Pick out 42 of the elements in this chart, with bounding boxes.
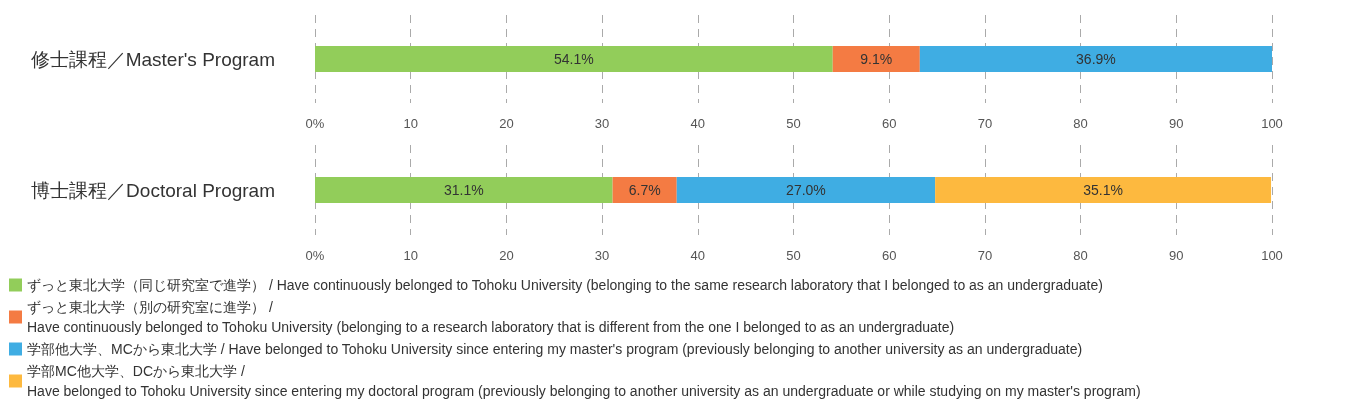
data-label: 9.1% xyxy=(860,51,893,67)
bar xyxy=(612,177,677,203)
x-tick-label: 20 xyxy=(499,248,514,263)
x-tick-label: 90 xyxy=(1169,248,1184,263)
x-tick-label: 100 xyxy=(1261,248,1283,263)
data-label: 54.1% xyxy=(554,51,594,67)
x-tick-label: 80 xyxy=(1073,116,1088,131)
data-label: 36.9% xyxy=(1076,51,1116,67)
bar xyxy=(832,46,920,72)
x-tick-label: 0% xyxy=(305,248,325,263)
x-tick-label: 70 xyxy=(977,116,993,131)
data-label: 27.0% xyxy=(786,182,826,198)
bar xyxy=(315,177,613,203)
x-tick-label: 0% xyxy=(305,116,325,131)
bar xyxy=(315,46,833,72)
data-label: 6.7% xyxy=(628,182,661,198)
data-label: 31.1% xyxy=(443,182,484,198)
x-tick-label: 30 xyxy=(594,116,610,131)
x-tick-label: 10 xyxy=(403,116,418,131)
legend-label: ずっと東北大学（同じ研究室で進学） / Have continuously belonged to Tohoku University (belonging to the same research laboratory that I belonged to as an undergraduate) xyxy=(27,277,1103,293)
bar xyxy=(676,177,936,203)
bar xyxy=(919,46,1272,72)
x-tick-label: 50 xyxy=(786,248,801,263)
y-tick-label: 修士課程／Master's Program xyxy=(30,48,275,70)
x-tick-label: 90 xyxy=(1169,116,1184,131)
x-tick-label: 60 xyxy=(881,248,897,263)
x-tick-label: 20 xyxy=(499,116,514,131)
legend-label: ずっと東北大学（別の研究室に進学） / Have continuously belonged to Tohoku University (belonging to a research laboratory that is different from the one I belonged to as an undergraduate) xyxy=(27,299,955,335)
x-tick-label: 30 xyxy=(594,248,610,263)
bar xyxy=(935,177,1272,203)
x-tick-label: 40 xyxy=(690,248,706,263)
y-tick-label: 博士課程／Doctoral Program xyxy=(31,179,275,201)
legend-label: 学部他大学、MCから東北大学 / Have belonged to Tohoku University since entering my master's program (previously belonging to another university as an undergraduate) xyxy=(27,341,1083,357)
x-tick-label: 50 xyxy=(786,116,801,131)
x-tick-label: 10 xyxy=(403,248,418,263)
x-tick-label: 100 xyxy=(1261,116,1283,131)
legend-label: 学部MC他大学、DCから東北大学 / Have belonged to Tohoku University since entering my doctoral program (previously belonging to another university as an undergraduate or while studying on my master's program) xyxy=(27,363,1141,399)
data-label: 35.1% xyxy=(1083,182,1123,198)
x-tick-label: 70 xyxy=(977,248,993,263)
x-tick-label: 80 xyxy=(1073,248,1088,263)
x-tick-label: 60 xyxy=(881,116,897,131)
x-tick-label: 40 xyxy=(690,116,706,131)
